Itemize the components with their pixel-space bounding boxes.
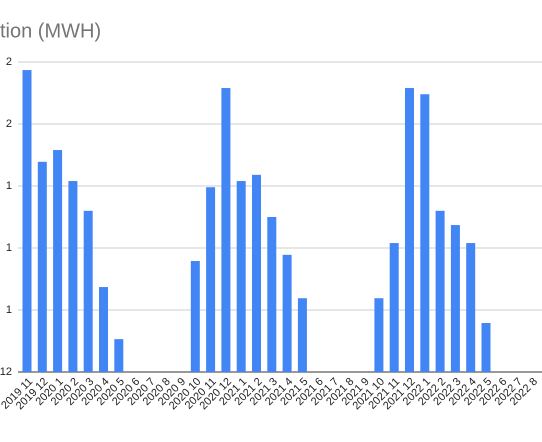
bar <box>206 187 216 372</box>
y-tick-label: 1 <box>6 180 12 192</box>
bar <box>267 217 277 372</box>
bar <box>236 181 246 372</box>
bar <box>450 225 460 372</box>
y-tick-label: 12 <box>0 366 12 378</box>
bar <box>389 243 399 372</box>
bar <box>282 254 292 372</box>
bar <box>22 70 32 372</box>
bar <box>435 210 445 372</box>
bar <box>374 298 384 372</box>
bar <box>190 261 200 372</box>
bar <box>221 88 231 372</box>
y-tick-label: 2 <box>6 56 12 68</box>
bar <box>252 174 261 372</box>
bar <box>420 94 430 373</box>
bar <box>297 298 307 372</box>
y-tick-label: 2 <box>6 118 12 130</box>
bar <box>83 210 93 372</box>
bar <box>68 181 78 372</box>
bar <box>405 88 414 372</box>
bar <box>481 323 491 372</box>
y-tick-label: 1 <box>6 242 12 254</box>
bar <box>53 150 63 372</box>
chart-title: tion (MWH) <box>0 20 101 42</box>
bar <box>37 161 47 372</box>
bar <box>114 339 124 372</box>
bar <box>99 287 108 372</box>
y-tick-label: 1 <box>6 304 12 316</box>
bar <box>466 243 476 372</box>
